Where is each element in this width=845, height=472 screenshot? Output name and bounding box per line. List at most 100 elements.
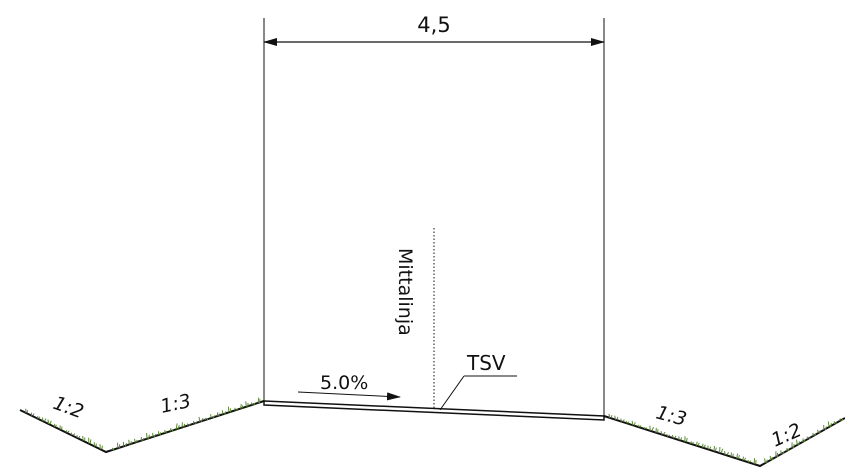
grass-tuft (713, 446, 717, 452)
grass-tuft (742, 456, 747, 461)
grass-tuft (724, 450, 730, 456)
grass-tuft (666, 433, 670, 437)
grass-tuft (234, 407, 238, 411)
grass-tuft (25, 408, 28, 413)
grass-tuft (152, 432, 157, 438)
grass-tuft (736, 453, 740, 459)
grass-tuft (719, 446, 724, 454)
grass-tuft (827, 421, 832, 428)
grass-tuft (198, 416, 204, 423)
grass-tuft (764, 458, 768, 464)
grass-tuft (175, 423, 180, 430)
grass-tuft (36, 415, 41, 419)
road-surface-layer (263, 400, 605, 421)
grass-tuft (796, 439, 800, 446)
grass-tuft (769, 455, 773, 461)
grass-tuft (93, 442, 97, 447)
slope-label-left-outer: 1:2 (50, 392, 86, 423)
grass-tuft (65, 430, 70, 433)
grass-tuft (117, 442, 121, 449)
centerline-label: Mittalinja (394, 248, 416, 336)
grass-tuft (684, 436, 688, 443)
grass-tuft (193, 420, 198, 424)
grass-tuft (221, 410, 227, 415)
grass-tuft (812, 432, 817, 437)
centerline: Mittalinja (394, 228, 435, 408)
grass-tuft (140, 437, 145, 441)
grass-tuft (245, 401, 249, 407)
grass-tuft (146, 432, 150, 439)
grass-tuft (204, 417, 209, 421)
grass-tuft (164, 430, 167, 434)
grass-tuft (614, 415, 619, 420)
grass-tuft (695, 441, 700, 446)
grass-tuft (134, 438, 138, 443)
grass-tuft (88, 437, 92, 444)
grass-tuft (753, 458, 757, 465)
grass-tuft (649, 425, 655, 432)
grass-tuft (707, 445, 712, 450)
tsv-callout: TSV (439, 351, 517, 411)
grass-tuft (625, 420, 630, 424)
grass-tuft (158, 431, 162, 436)
slope-label-right-outer: 1:2 (768, 419, 805, 452)
grass-tuft (620, 418, 625, 422)
dimension-width-label: 4,5 (417, 13, 450, 37)
width-dimension: 4,5 (263, 13, 605, 418)
grass-tuft (128, 439, 132, 445)
grass-hatching (25, 397, 844, 465)
crossfall-arrow (297, 391, 401, 401)
grass-tuft (690, 441, 694, 445)
grass-tuft (99, 444, 103, 450)
grass-tuft (76, 435, 81, 439)
grass-tuft (82, 436, 86, 441)
grass-tuft (802, 438, 806, 443)
grass-tuft (638, 424, 642, 428)
grass-tuft (786, 448, 790, 452)
grass-tuft (791, 442, 795, 449)
grass-tuft (747, 460, 752, 463)
crossfall-label: 5.0% (320, 372, 368, 394)
slope-labels: 1:2 1:3 1:3 1:2 (50, 390, 805, 452)
right-slope-line (603, 415, 845, 468)
grass-tuft (59, 425, 63, 430)
grass-tuft (643, 426, 648, 430)
grass-tuft (227, 406, 231, 413)
grass-tuft (631, 420, 636, 426)
grass-tuft (71, 432, 76, 436)
grass-tuft (181, 422, 186, 428)
grass-tuft (240, 403, 244, 409)
grass-tuft (210, 414, 216, 419)
slope-label-left-inner: 1:3 (158, 390, 192, 418)
road-surface (263, 400, 605, 421)
grass-tuft (701, 443, 706, 448)
slope-label-right-inner: 1:3 (654, 402, 689, 431)
grass-tuft (775, 451, 778, 458)
grass-tuft (817, 429, 821, 434)
grass-tuft (187, 423, 191, 426)
tsv-label: TSV (466, 351, 506, 375)
grass-tuft (660, 430, 666, 435)
grass-tuft (671, 434, 677, 439)
grass-tuft (678, 436, 683, 441)
crossfall-indicator: 5.0% (297, 372, 401, 401)
grass-tuft (806, 436, 811, 440)
grass-tuft (47, 419, 52, 425)
grass-tuft (216, 412, 221, 417)
grass-tuft (169, 428, 174, 432)
grass-tuft (111, 447, 115, 451)
grass-tuft (608, 413, 613, 419)
grass-tuft (833, 421, 837, 425)
grass-tuft (53, 423, 57, 427)
grass-tuft (780, 450, 785, 455)
grass-tuft (42, 417, 47, 422)
grass-tuft (30, 412, 35, 416)
grass-tuft (730, 452, 734, 457)
grass-tuft (257, 397, 261, 403)
grass-tuft (655, 427, 659, 433)
tsv-leader-line (439, 375, 465, 411)
grass-tuft (122, 441, 128, 447)
grass-tuft (250, 402, 256, 406)
